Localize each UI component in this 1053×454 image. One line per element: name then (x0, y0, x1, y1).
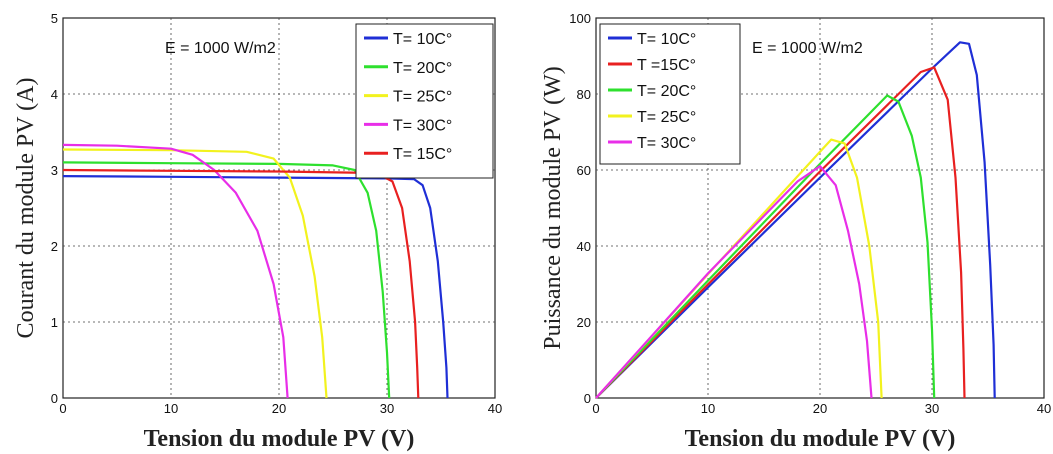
series-line-0 (62, 175, 449, 399)
legend-label-2: T= 20C° (637, 83, 696, 100)
y-tick-label: 3 (51, 163, 58, 178)
x-tick-label: 40 (1037, 401, 1051, 416)
x-tick-label: 40 (488, 401, 502, 416)
y-tick-label: 20 (577, 315, 591, 330)
series-line-2 (595, 94, 936, 399)
iv-chart: 0 10 20 30 40 0 1 2 3 4 5 E = 1000 W/m2 T= 10C° T= 20… (13, 11, 502, 452)
legend-label-3: T= 30C° (393, 117, 452, 134)
y-axis-label: Puissance du module PV (W) (540, 66, 566, 350)
y-axis-label: Courant du module PV (A) (13, 78, 39, 339)
x-tick-label: 10 (701, 401, 715, 416)
legend-label-4: T= 15C° (393, 146, 452, 163)
series-line-2 (62, 148, 328, 399)
x-axis-label: Tension du module PV (V) (685, 426, 956, 452)
irradiance-annotation: E = 1000 W/m2 (752, 40, 863, 57)
legend-label-2: T= 25C° (393, 89, 452, 106)
x-tick-label: 0 (592, 401, 599, 416)
pv-chart: 0 10 20 30 40 0 20 40 60 80 100 E = 1000 W/m2 T= 10C… (540, 11, 1051, 452)
legend-label-4: T= 30C° (637, 135, 696, 152)
x-tick-label: 20 (272, 401, 286, 416)
series-line-4 (595, 165, 873, 399)
x-tick-label: 30 (380, 401, 394, 416)
irradiance-annotation: E = 1000 W/m2 (165, 40, 276, 57)
x-tick-label: 0 (59, 401, 66, 416)
y-tick-label: 0 (51, 391, 58, 406)
x-tick-label: 10 (164, 401, 178, 416)
legend-label-0: T= 10C° (637, 31, 696, 48)
legend-label-0: T= 10C° (393, 31, 452, 48)
y-tick-label: 80 (577, 87, 591, 102)
y-tick-label: 60 (577, 163, 591, 178)
series-line-1 (62, 161, 391, 399)
y-tick-label: 40 (577, 239, 591, 254)
y-tick-label: 5 (51, 11, 58, 26)
x-tick-label: 30 (925, 401, 939, 416)
y-tick-label: 0 (584, 391, 591, 406)
series-line-1 (595, 66, 966, 399)
legend-label-1: T= 20C° (393, 60, 452, 77)
series-line-4 (62, 168, 420, 399)
series-line-0 (595, 41, 996, 399)
series-line-3 (595, 138, 883, 399)
legend-label-3: T= 25C° (637, 109, 696, 126)
y-tick-label: 100 (569, 11, 591, 26)
y-tick-label: 1 (51, 315, 58, 330)
y-tick-label: 4 (51, 87, 58, 102)
y-tick-label: 2 (51, 239, 58, 254)
x-tick-label: 20 (813, 401, 827, 416)
series-line-3 (62, 143, 289, 399)
x-axis-label: Tension du module PV (V) (144, 426, 415, 452)
legend-label-1: T =15C° (637, 57, 696, 74)
